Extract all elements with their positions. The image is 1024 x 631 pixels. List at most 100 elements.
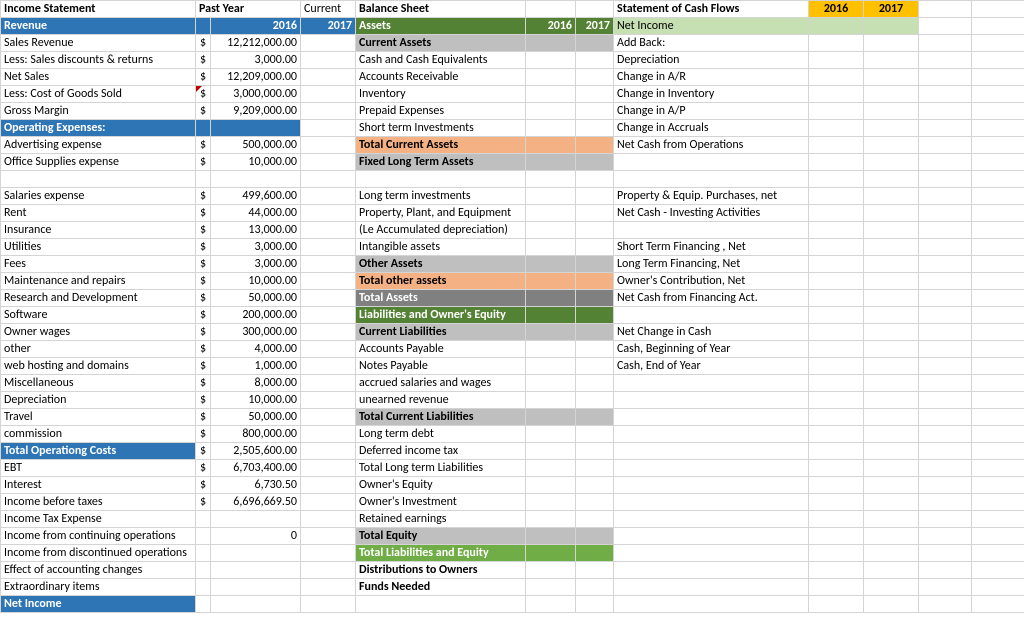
balance-row-label: Inventory (356, 86, 526, 103)
currency-symbol: $ (196, 409, 211, 426)
balance-row-label: Notes Payable (356, 358, 526, 375)
balance-row-label: Cash and Cash Equivalents (356, 52, 526, 69)
balance-row-label: Fixed Long Term Assets (356, 154, 526, 171)
currency-symbol: $ (196, 460, 211, 477)
currency-symbol: $ (196, 256, 211, 273)
cashflow-row-label: Change in Accruals (614, 120, 809, 137)
income-row-label: Owner wages (1, 324, 196, 341)
cashflow-row-label: Long Term Financing, Net (614, 256, 809, 273)
income-row-value: 6,696,669.50 (211, 494, 301, 511)
currency-symbol: $ (196, 69, 211, 86)
income-row-label: Income from continuing operations (1, 528, 196, 545)
income-row-label: Interest (1, 477, 196, 494)
income-row-value: 10,000.00 (211, 273, 301, 290)
income-row-value: 0 (211, 528, 301, 545)
income-row-value: 44,000.00 (211, 205, 301, 222)
currency-symbol: $ (196, 222, 211, 239)
assets-header: Assets (356, 18, 526, 35)
income-row-label: Rent (1, 205, 196, 222)
inc-year-2016: 2016 (211, 18, 301, 35)
currency-symbol: $ (196, 103, 211, 120)
income-row-label (1, 171, 196, 188)
cashflow-row-label: Add Back: (614, 35, 809, 52)
currency-symbol: $ (196, 324, 211, 341)
income-row-label: Miscellaneous (1, 375, 196, 392)
income-row-value: 4,000.00 (211, 341, 301, 358)
balance-row-label: Current Liabilities (356, 324, 526, 341)
income-row-value: 2,505,600.00 (211, 443, 301, 460)
income-row-label: Research and Development (1, 290, 196, 307)
past-year-header: Past Year (196, 1, 301, 18)
income-row-label: Advertising expense (1, 137, 196, 154)
income-row-label: Total Operationg Costs (1, 443, 196, 460)
income-row-label: Utilities (1, 239, 196, 256)
balance-row-label: Total Current Liabilities (356, 409, 526, 426)
income-row-label: Income from discontinued operations (1, 545, 196, 562)
cashflow-row-label: Net Cash from Financing Act. (614, 290, 809, 307)
income-row-label: Depreciation (1, 392, 196, 409)
balance-row-label: Total Liabilities and Equity (356, 545, 526, 562)
revenue-header: Revenue (1, 18, 196, 35)
income-row-label: Less: Sales discounts & returns (1, 52, 196, 69)
balance-row-label: Short term Investments (356, 120, 526, 137)
cashflow-row-label (614, 222, 809, 239)
income-row-label: Software (1, 307, 196, 324)
balance-row-label: Accounts Receivable (356, 69, 526, 86)
currency-symbol: $ (196, 137, 211, 154)
currency-symbol: $ (196, 205, 211, 222)
income-row-label: Gross Margin (1, 103, 196, 120)
income-section-header: Operating Expenses: (1, 120, 196, 137)
cashflow-row-label: Change in A/R (614, 69, 809, 86)
income-row-label: Sales Revenue (1, 35, 196, 52)
balance-row-label: Retained earnings (356, 511, 526, 528)
currency-symbol: $ (196, 375, 211, 392)
income-row-label: Extraordinary items (1, 579, 196, 596)
cf-year-2017: 2017 (864, 1, 919, 18)
income-row-label: Income before taxes (1, 494, 196, 511)
balance-row-label: Current Assets (356, 35, 526, 52)
balance-row-label: Deferred income tax (356, 443, 526, 460)
cashflow-row-label: Cash, End of Year (614, 358, 809, 375)
income-row-label: Net Sales (1, 69, 196, 86)
income-row-value: 6,730.50 (211, 477, 301, 494)
balance-row-label: Funds Needed (356, 579, 526, 596)
balance-sheet-title: Balance Sheet (356, 1, 526, 18)
financial-spreadsheet: Income StatementPast YearCurrentBalance … (0, 0, 1024, 613)
income-row-value: 12,212,000.00 (211, 35, 301, 52)
income-row-value: 6,703,400.00 (211, 460, 301, 477)
currency-symbol: $ (196, 188, 211, 205)
income-row-value: 499,600.00 (211, 188, 301, 205)
balance-row-label: Total Assets (356, 290, 526, 307)
currency-symbol: $ (196, 307, 211, 324)
balance-row-label: Total Long term Liabilities (356, 460, 526, 477)
income-row-value: 10,000.00 (211, 154, 301, 171)
currency-symbol: $ (196, 290, 211, 307)
cashflow-row-label: Owner's Contribution, Net (614, 273, 809, 290)
cashflow-row-label: Property & Equip. Purchases, net (614, 188, 809, 205)
currency-symbol: $ (196, 154, 211, 171)
cashflow-row-label (614, 154, 809, 171)
balance-row-label: Total other assets (356, 273, 526, 290)
income-row-label: web hosting and domains (1, 358, 196, 375)
cashflow-row-label: Short Term Financing , Net (614, 239, 809, 256)
currency-symbol: $ (196, 477, 211, 494)
income-row-value: 500,000.00 (211, 137, 301, 154)
balance-row-label: Prepaid Expenses (356, 103, 526, 120)
balance-row-label: Total Current Assets (356, 137, 526, 154)
income-row-label: Insurance (1, 222, 196, 239)
income-row-label: Travel (1, 409, 196, 426)
income-row-value: 3,000.00 (211, 52, 301, 69)
income-statement-title: Income Statement (1, 1, 196, 18)
cashflow-row-label: Net Change in Cash (614, 324, 809, 341)
income-row-value: 3,000.00 (211, 256, 301, 273)
bs-year-2017: 2017 (576, 18, 614, 35)
currency-symbol: $ (196, 392, 211, 409)
income-row-value: 9,209,000.00 (211, 103, 301, 120)
balance-row-label: Liabilities and Owner's Equity (356, 307, 526, 324)
cashflow-row-label (614, 171, 809, 188)
income-row-label: EBT (1, 460, 196, 477)
cashflow-row-label (614, 307, 809, 324)
income-row-value: 300,000.00 (211, 324, 301, 341)
balance-row-label: Accounts Payable (356, 341, 526, 358)
income-row-label: other (1, 341, 196, 358)
